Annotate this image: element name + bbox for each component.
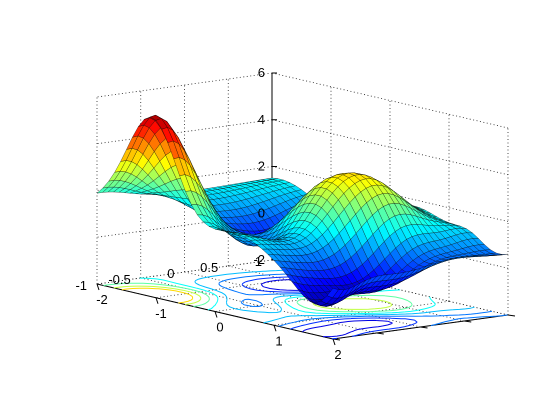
tick-labels: -2 0 2 4 6 -1 -0.5 0 0.5 1 -2 -1 0 1 2 <box>75 65 341 362</box>
x-tick-label: 2 <box>334 347 341 362</box>
y-tick-mark <box>376 332 384 335</box>
left-wall-grid-line <box>96 212 273 238</box>
z-tick-label: 6 <box>258 65 265 80</box>
y-tick-label: 0 <box>167 266 174 281</box>
y-tick-label: -1 <box>75 278 87 293</box>
z-tick-label: 4 <box>258 112 265 127</box>
contour-line <box>103 282 413 313</box>
x-tick-mark <box>96 283 100 291</box>
y-tick-mark <box>420 326 428 329</box>
left-wall-grid-line <box>96 259 273 285</box>
y-tick-mark <box>332 338 341 341</box>
y-tick-mark <box>507 314 516 317</box>
z-tick-label: 0 <box>258 205 265 220</box>
y-tick-mark <box>464 320 472 323</box>
x-tick-label: 0 <box>216 320 223 335</box>
y-tick-label: 0.5 <box>200 260 218 275</box>
x-tick-label: -1 <box>155 306 167 321</box>
x-tick-mark <box>155 297 159 304</box>
x-tick-label: -2 <box>96 292 108 307</box>
x-tick-mark <box>214 311 218 318</box>
left-wall-grid-line <box>96 119 273 145</box>
left-wall-grid-line <box>96 72 273 98</box>
y-tick-label: -0.5 <box>108 272 130 287</box>
x-tick-label: 1 <box>275 333 282 348</box>
x-tick-mark <box>273 325 277 332</box>
contour-line <box>121 287 194 304</box>
z-tick-label: 2 <box>258 159 265 174</box>
surface-mesh <box>96 114 509 307</box>
back-wall-grid-line <box>271 72 509 129</box>
x-tick-mark <box>332 338 336 346</box>
surface-patch <box>326 287 339 299</box>
z-tick-label: -2 <box>253 252 265 267</box>
y-tick-label: 1 <box>255 254 262 269</box>
